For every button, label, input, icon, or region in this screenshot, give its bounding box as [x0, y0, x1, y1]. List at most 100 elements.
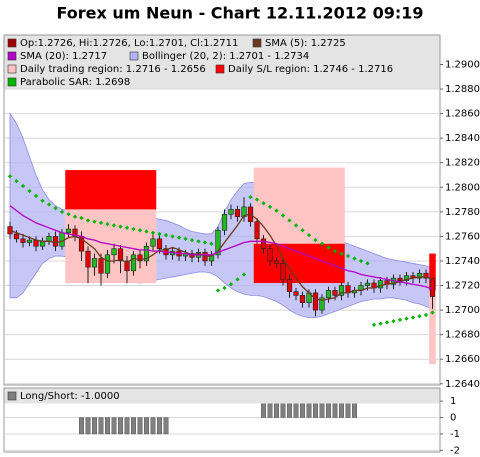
- legend-label: Daily S/L region: 1.2746 - 1.2716: [228, 64, 393, 75]
- sar-dot: [53, 206, 58, 211]
- candle-body: [377, 280, 384, 289]
- candle-body: [228, 209, 234, 215]
- sar-dot: [59, 209, 65, 214]
- bar: [280, 400, 286, 418]
- bar: [306, 400, 312, 418]
- sar-dot: [27, 188, 32, 194]
- candle-body: [13, 233, 20, 240]
- candle-body: [20, 238, 26, 243]
- candle-body: [143, 245, 150, 262]
- sar-dot: [131, 226, 136, 232]
- region: [429, 253, 436, 291]
- candle-body: [150, 238, 156, 247]
- sar-dot: [248, 194, 253, 200]
- candle-body: [124, 260, 130, 272]
- y-tick-label: 1.2640: [445, 379, 480, 390]
- sar-dot: [183, 236, 188, 241]
- y-tick-label: 1.2720: [445, 281, 480, 292]
- y-tick-label: 1.2880: [445, 84, 480, 95]
- bar: [332, 400, 338, 418]
- region: [65, 170, 157, 210]
- candle-body: [46, 236, 52, 242]
- sar-dot: [72, 214, 78, 219]
- candle-body: [111, 248, 117, 256]
- sar-dot: [365, 261, 370, 266]
- candle-body: [260, 238, 267, 249]
- candle-body: [59, 232, 65, 247]
- bar: [150, 417, 156, 435]
- region: [253, 243, 345, 284]
- bar: [163, 417, 169, 435]
- legend-label: Bollinger (20, 2): 1.2701 - 1.2734: [142, 51, 309, 62]
- bar: [352, 400, 357, 418]
- y-tick-label: 1.2760: [445, 231, 480, 242]
- sar-dot: [241, 272, 247, 277]
- candle-body: [280, 263, 286, 280]
- bar: [293, 400, 299, 418]
- bar: [105, 417, 110, 435]
- candle-body: [319, 297, 325, 311]
- legend-swatch: [129, 51, 139, 61]
- bar: [313, 400, 318, 418]
- legend-label: Parabolic SAR: 1.2698: [20, 77, 130, 88]
- sar-dot: [79, 215, 84, 221]
- candle-body: [325, 290, 332, 299]
- candle-body: [254, 221, 260, 240]
- candle-body: [117, 248, 124, 262]
- sar-dot: [254, 197, 260, 202]
- sar-dot: [150, 230, 156, 235]
- sar-dot: [124, 225, 130, 230]
- legend-label: Long/Short: -1.0000: [20, 391, 120, 402]
- legend-label: Op:1.2726, Hi:1.2726, Lo:1.2701, Cl:1.27…: [20, 38, 238, 49]
- candle-body: [234, 209, 241, 218]
- candle-body: [416, 272, 423, 279]
- sar-dot: [228, 282, 234, 287]
- sar-dot: [300, 228, 305, 233]
- sar-dot: [85, 218, 91, 223]
- legend-swatch: [7, 64, 17, 74]
- sar-dot: [404, 316, 409, 321]
- bar: [300, 400, 305, 418]
- sar-dot: [20, 183, 26, 189]
- sar-dot: [261, 201, 266, 206]
- sar-dot: [189, 237, 195, 243]
- candle-body: [91, 258, 98, 268]
- bar: [79, 417, 84, 435]
- sar-dot: [332, 249, 338, 254]
- sar-dot: [137, 228, 143, 233]
- sar-dot: [378, 321, 383, 326]
- legend-swatch: [215, 64, 225, 74]
- y-tick-label: 0: [450, 413, 456, 424]
- legend-swatch: [7, 38, 17, 48]
- sar-dot: [306, 233, 312, 238]
- candle-body: [52, 236, 59, 247]
- y-tick-label: -2: [450, 445, 460, 456]
- y-tick-label: 1.2860: [445, 109, 480, 120]
- sar-dot: [339, 251, 344, 256]
- bar: [326, 400, 331, 418]
- sar-dot: [176, 235, 182, 240]
- sar-dot: [410, 315, 416, 320]
- candle-body: [312, 292, 319, 311]
- bar: [92, 417, 97, 435]
- candle-body: [423, 272, 429, 279]
- candle-body: [98, 258, 104, 274]
- legend-swatch: [252, 38, 262, 48]
- candle-body: [429, 277, 436, 297]
- bar: [124, 417, 130, 435]
- sar-dot: [430, 310, 435, 315]
- candle-body: [137, 254, 143, 262]
- y-tick-label: 1.2820: [445, 158, 480, 169]
- sar-dot: [163, 233, 169, 238]
- candle-body: [397, 277, 403, 281]
- bar: [157, 417, 162, 435]
- candle-body: [221, 213, 228, 231]
- sar-dot: [196, 239, 201, 244]
- sar-dot: [7, 174, 13, 179]
- y-tick-label: 1.2660: [445, 354, 480, 365]
- sar-dot: [118, 224, 123, 229]
- sar-dot: [358, 258, 364, 264]
- sar-dot: [46, 202, 52, 207]
- sar-dot: [384, 320, 390, 325]
